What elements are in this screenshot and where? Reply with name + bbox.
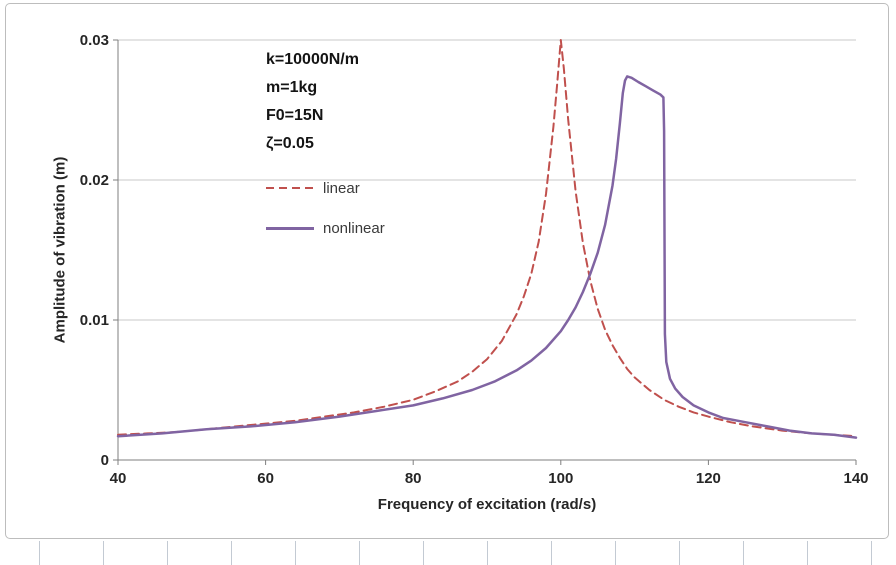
annotation-stiffness: k=10000N/m <box>266 51 359 68</box>
legend-dashed-line-sample <box>266 187 314 189</box>
parameter-annotations: k=10000N/m m=1kg F0=15N ζ=0.05 <box>266 46 359 158</box>
series-nonlinear-line <box>116 75 858 439</box>
x-tick-label: 40 <box>110 470 127 487</box>
y-tick-label: 0.02 <box>80 172 109 189</box>
legend-label-nonlinear: nonlinear <box>323 219 385 237</box>
legend-label-linear: linear <box>323 179 360 197</box>
worksheet-gridline <box>103 541 104 565</box>
x-tick-label: 120 <box>696 470 721 487</box>
worksheet-gridline <box>871 541 872 565</box>
worksheet-gridline <box>679 541 680 565</box>
chart-object-frame[interactable] <box>5 3 889 539</box>
worksheet-gridline <box>295 541 296 565</box>
x-tick-label: 60 <box>257 470 274 487</box>
annotation-mass: m=1kg <box>266 79 318 96</box>
worksheet-gridline <box>615 541 616 565</box>
x-axis-title: Frequency of excitation (rad/s) <box>377 496 597 513</box>
worksheet-gridline <box>551 541 552 565</box>
x-tick-label: 140 <box>843 470 868 487</box>
worksheet-gridline <box>743 541 744 565</box>
worksheet-gridline <box>39 541 40 565</box>
legend-item-linear: linear <box>266 178 385 198</box>
chart-legend: linear nonlinear <box>266 178 385 258</box>
worksheet-gridline <box>487 541 488 565</box>
annotation-damping: ζ=0.05 <box>266 135 314 152</box>
worksheet-gridline <box>167 541 168 565</box>
y-axis-title: Amplitude of vibration (m) <box>51 156 69 344</box>
y-tick-label: 0.03 <box>80 32 109 49</box>
worksheet-gridline <box>359 541 360 565</box>
y-tick-label: 0.01 <box>80 312 109 329</box>
worksheet-gridline <box>807 541 808 565</box>
x-tick-label: 80 <box>405 470 422 487</box>
legend-item-nonlinear: nonlinear <box>266 218 385 238</box>
annotation-force: F0=15N <box>266 107 324 124</box>
worksheet-gridline <box>231 541 232 565</box>
series-linear-line <box>117 39 857 438</box>
x-tick-label: 100 <box>548 470 573 487</box>
worksheet-gridline <box>423 541 424 565</box>
legend-solid-line-sample <box>266 226 314 230</box>
y-tick-label: 0 <box>101 452 109 469</box>
